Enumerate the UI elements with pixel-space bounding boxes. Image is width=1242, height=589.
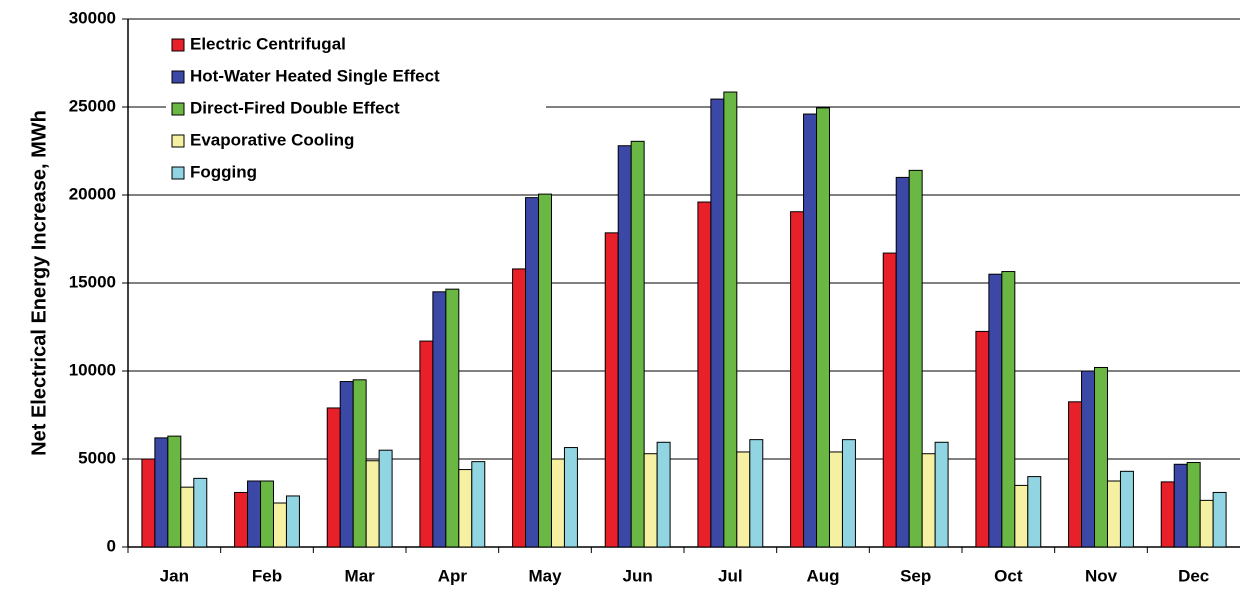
bar (458, 469, 473, 548)
bar (432, 291, 447, 548)
bar (167, 435, 182, 548)
legend-label: Hot-Water Heated Single Effect (190, 66, 440, 85)
legend-label: Direct-Fired Double Effect (190, 98, 400, 117)
bar (419, 340, 434, 548)
bar (1186, 462, 1201, 548)
bar (803, 113, 818, 548)
x-tick-label: Apr (438, 566, 468, 585)
bar (617, 145, 632, 548)
bar (882, 252, 897, 548)
bar (816, 107, 830, 548)
bar (512, 268, 527, 548)
x-tick-label: Dec (1178, 566, 1209, 585)
y-tick-label: 25000 (69, 96, 116, 115)
x-tick-label: Jan (160, 566, 189, 585)
bar (352, 379, 367, 548)
x-tick-label: May (528, 566, 562, 585)
bar (563, 447, 578, 548)
bar (1094, 366, 1108, 548)
bar (749, 439, 764, 548)
bar (141, 458, 156, 548)
x-tick-label: Jul (718, 566, 743, 585)
bar (339, 381, 354, 548)
bar (908, 169, 923, 548)
bar (1081, 370, 1096, 548)
bar (1212, 491, 1227, 548)
legend-swatch (171, 102, 185, 116)
bar (630, 140, 645, 548)
bar (180, 486, 195, 548)
y-tick-label: 30000 (69, 8, 116, 27)
bar (365, 460, 380, 548)
bar (445, 288, 460, 548)
bar (260, 480, 274, 548)
bar (934, 441, 949, 548)
legend-swatch (171, 134, 185, 148)
x-tick-label: Nov (1085, 566, 1118, 585)
bar (1199, 499, 1214, 548)
bar (234, 491, 249, 548)
bar (1014, 484, 1029, 548)
bar (988, 273, 1003, 548)
bar (975, 330, 990, 548)
bar (1001, 271, 1016, 548)
x-tick-label: Feb (252, 566, 282, 585)
bar (790, 211, 805, 548)
bar (1173, 463, 1188, 548)
bar (1160, 481, 1175, 548)
bar (538, 193, 552, 548)
bar (643, 453, 658, 548)
bar (193, 477, 208, 548)
legend-label: Electric Centrifugal (190, 34, 346, 53)
x-tick-label: Oct (994, 566, 1023, 585)
bar (895, 176, 910, 548)
bar (1068, 401, 1083, 548)
y-tick-label: 10000 (69, 360, 116, 379)
legend-label: Evaporative Cooling (190, 130, 354, 149)
bar (1106, 480, 1121, 548)
bar (697, 201, 712, 548)
x-tick-label: Sep (900, 566, 931, 585)
legend-swatch (171, 166, 185, 180)
x-tick-label: Mar (345, 566, 376, 585)
bar (656, 441, 671, 548)
x-tick-label: Aug (806, 566, 839, 585)
bar (378, 449, 393, 548)
bar (841, 439, 856, 548)
bar (471, 461, 486, 548)
bar (326, 407, 341, 548)
bar (272, 502, 287, 548)
legend-swatch (171, 38, 185, 52)
bar (285, 495, 300, 548)
y-tick-label: 0 (107, 536, 116, 555)
bar (828, 451, 843, 548)
y-tick-label: 20000 (69, 184, 116, 203)
bar (921, 453, 936, 548)
bar (1119, 470, 1134, 548)
bar (1027, 476, 1042, 548)
bar (154, 437, 169, 548)
bar (550, 458, 565, 548)
bar (604, 232, 619, 548)
bar (525, 197, 540, 548)
legend-label: Fogging (190, 162, 257, 181)
legend-box (166, 28, 546, 188)
bar (736, 451, 751, 548)
bar (723, 91, 738, 548)
y-tick-label: 15000 (69, 272, 116, 291)
legend-swatch (171, 70, 185, 84)
y-axis-label: Net Electrical Energy Increase, MWh (28, 110, 50, 456)
y-tick-label: 5000 (78, 448, 116, 467)
x-tick-label: Jun (623, 566, 653, 585)
bar (710, 98, 725, 548)
bar (247, 480, 262, 548)
